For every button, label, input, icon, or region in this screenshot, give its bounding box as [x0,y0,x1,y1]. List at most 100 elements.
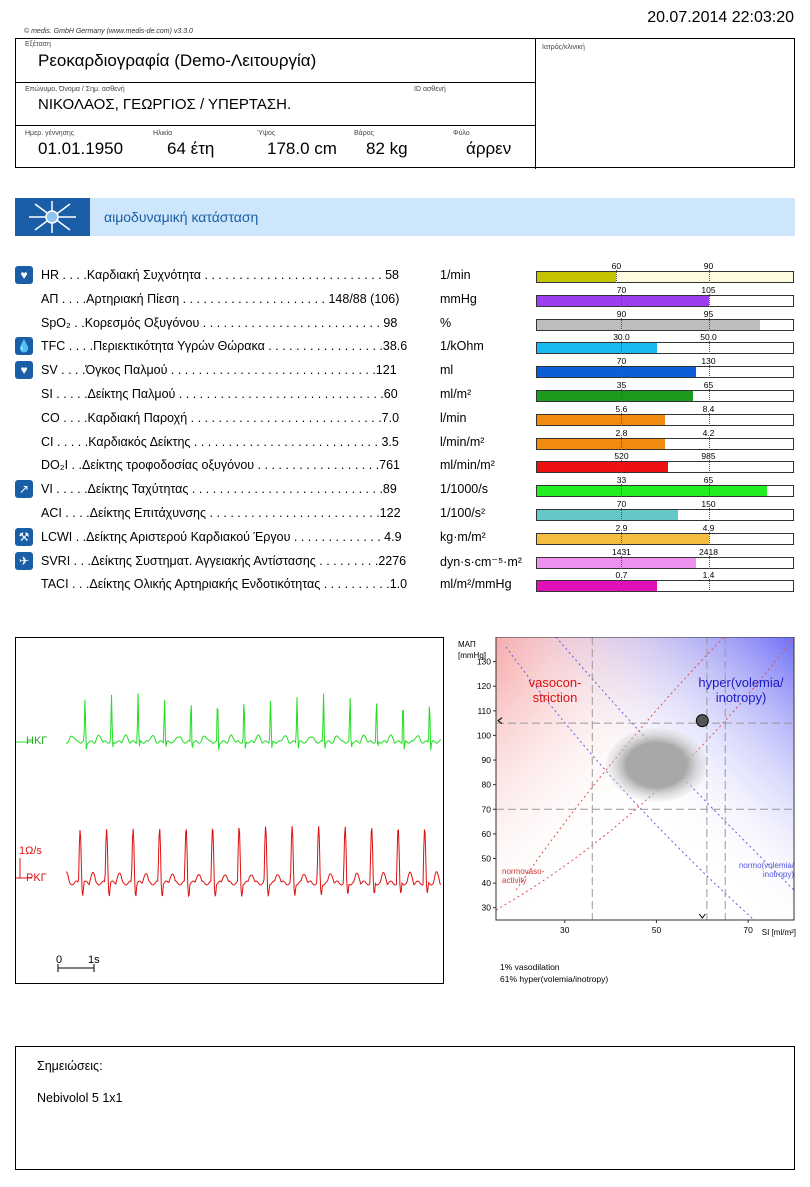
param-bar-fill [537,462,668,473]
param-bar-fill [537,343,658,354]
param-bar-hi-label: 8.4 [702,403,715,414]
notes-text: Nebivolol 5 1x1 [37,1091,123,1105]
param-bar-hi-line [708,317,710,331]
param-bar-hi-line [708,293,710,307]
ecg-trace [65,693,441,751]
param-bar-lo-label: 5.6 [615,403,628,414]
region-bottom-right: normo(volemia/ inotropy) [738,861,794,879]
y-tick-label: 80 [482,780,492,790]
ecg-label: ΗΚΓ [26,735,48,747]
param-bar: 70 130 [536,356,794,379]
param-bar: 33 65 [536,475,794,498]
doctor-label: Ιατρός/κλινική [542,44,585,51]
param-unit: 1/kOhm [440,339,484,354]
exam-value: Ρεοκαρδιογραφία (Demo-Λειτουργία) [38,51,317,70]
param-bar-lo-line [621,579,623,593]
param-unit: mmHg [440,291,477,306]
param-bar-hi-line [708,436,710,450]
param-bar-lo-label: 520 [614,451,629,462]
y-tick-label: 120 [477,681,491,691]
param-bar-lo-label: 70 [616,499,627,509]
param-bar-lo-line [621,341,623,355]
report-datetime: 20.07.2014 22:03:20 [647,9,794,26]
param-row: SpO₂ . .Κορεσμός Οξυγόνου . . . . . . . … [15,309,795,334]
param-unit: dyn·s·cm⁻⁵·m² [440,554,522,569]
sex-label: Φύλο [453,130,470,137]
weight-label: Βάρος [354,130,374,137]
icg-trace [65,825,441,898]
dob-value: 01.01.1950 [38,139,124,158]
param-bar-lo-label: 60 [611,261,622,271]
param-bar-hi-label: 95 [703,308,714,319]
param-bar-lo-label: 2.8 [615,427,628,438]
sex-value: άρρεν [466,139,512,158]
y-tick-label: 50 [482,853,492,863]
vessel-icon: ✈ [15,551,33,570]
heart-icon: ♥ [15,361,33,380]
param-text: TFC . . . .Περιεκτικότητα Υγρών Θώρακα .… [41,339,408,354]
param-bar-hi-line [708,508,710,521]
chart-note-2: 61% hyper(volemia/inotropy) [500,974,609,984]
param-row: ✈ SVRI . . .Δείκτης Συστηματ. Αγγειακής Α… [15,547,795,572]
id-label: ID ασθενή [414,86,446,93]
hemodynamic-chart: ΜΑΠ [mmHg] 30 40 50 60 70 80 90 100 110 120 130 30 5… [458,637,798,997]
param-bar: 1431 2418 [536,547,794,569]
icg-scale-label: 1Ω/s [19,845,42,857]
time-unit-label: 1s [88,954,100,966]
param-row: SI . . . . .Δείκτης Παλμού . . . . . . .… [15,380,795,405]
param-row: ♥ HR . . . .Καρδιακή Συχνότητα . . . . . … [15,261,795,286]
param-text: ACI . . . .Δείκτης Επιτάχυνσης . . . . .… [41,506,401,520]
arrow-up-right-icon: ↗ [15,480,33,499]
y-tick-label: 70 [482,804,492,814]
param-bar-hi-line [708,412,710,426]
param-bar-fill [537,272,617,282]
param-bar-lo-line [621,555,623,569]
param-bar-fill [537,367,696,378]
weight-value: 82 kg [366,139,408,158]
x-tick-label: 30 [560,925,570,935]
param-unit: 1/100/s² [440,506,486,520]
param-bar-lo-line [621,436,623,450]
param-bar-fill [537,295,709,306]
param-bar: 70 105 [536,285,794,307]
param-bar-hi-label: 2418 [699,546,718,557]
notes-box: Σημειώσεις: Nebivolol 5 1x1 [15,1046,795,1170]
map-marker-arrow [497,717,503,725]
param-bar-fill [537,438,665,449]
param-bar-fill [537,414,665,425]
param-unit: ml [440,363,454,378]
param-text: HR . . . .Καρδιακή Συχνότητα . . . . . .… [41,268,399,282]
param-bar-fill [537,557,696,568]
y-tick-label: 40 [482,878,492,888]
chart-svg: 30 40 50 60 70 80 90 100 110 120 130 30 50 70 [477,637,795,935]
param-unit: l/min [440,410,467,425]
param-text: SI . . . . .Δείκτης Παλμού . . . . . . .… [41,387,398,401]
si-marker-arrow [698,913,706,919]
param-bar-fill [537,581,658,592]
param-bar: 2.9 4.9 [536,523,794,545]
param-unit: % [440,315,452,330]
param-bar-lo-line [616,270,618,283]
param-bar-lo-label: 1431 [612,546,631,557]
waveform-panel: ΗΚΓ 1Ω/s ΡΚΓ 0 1s [15,637,444,984]
param-bar-hi-label: 4.9 [702,522,715,533]
param-text: ΑΠ . . . .Αρτηριακή Πίεση . . . . . . . … [41,291,400,306]
param-row: ⚒ LCWI . .Δείκτης Αριστερού Καρδιακού Έργ… [15,523,795,548]
param-text: CI . . . . .Καρδιακός Δείκτης . . . . . … [41,434,399,449]
param-text: DO₂I . .Δείκτης τροφοδοσίας οξυγόνου . .… [41,458,400,473]
param-bar-hi-label: 985 [701,451,716,462]
param-row: CO . . . .Καρδιακή Παροχή . . . . . . . … [15,404,795,429]
copyright: © medis. GmbH Germany (www.medis-de.com)… [24,28,193,35]
x-tick-label: 50 [652,925,662,935]
param-bar-lo-line [621,412,623,426]
param-text: SVRI . . .Δείκτης Συστηματ. Αγγειακής Αν… [41,553,407,568]
param-bar-fill [537,486,768,497]
param-bar-lo-label: 35 [616,380,627,390]
name-label: Επώνυμο, Όνομα / Σημ. ασθενή [25,86,125,93]
param-unit: kg·m/m² [440,529,486,544]
param-bar-lo-line [621,293,623,307]
dob-label: Ημερ. γέννησης [25,130,75,137]
param-text: TACI . . .Δείκτης Ολικής Αρτηριακής Ενδο… [41,577,408,592]
param-bar-lo-line [621,531,623,545]
height-label: Ύψος [257,130,276,137]
